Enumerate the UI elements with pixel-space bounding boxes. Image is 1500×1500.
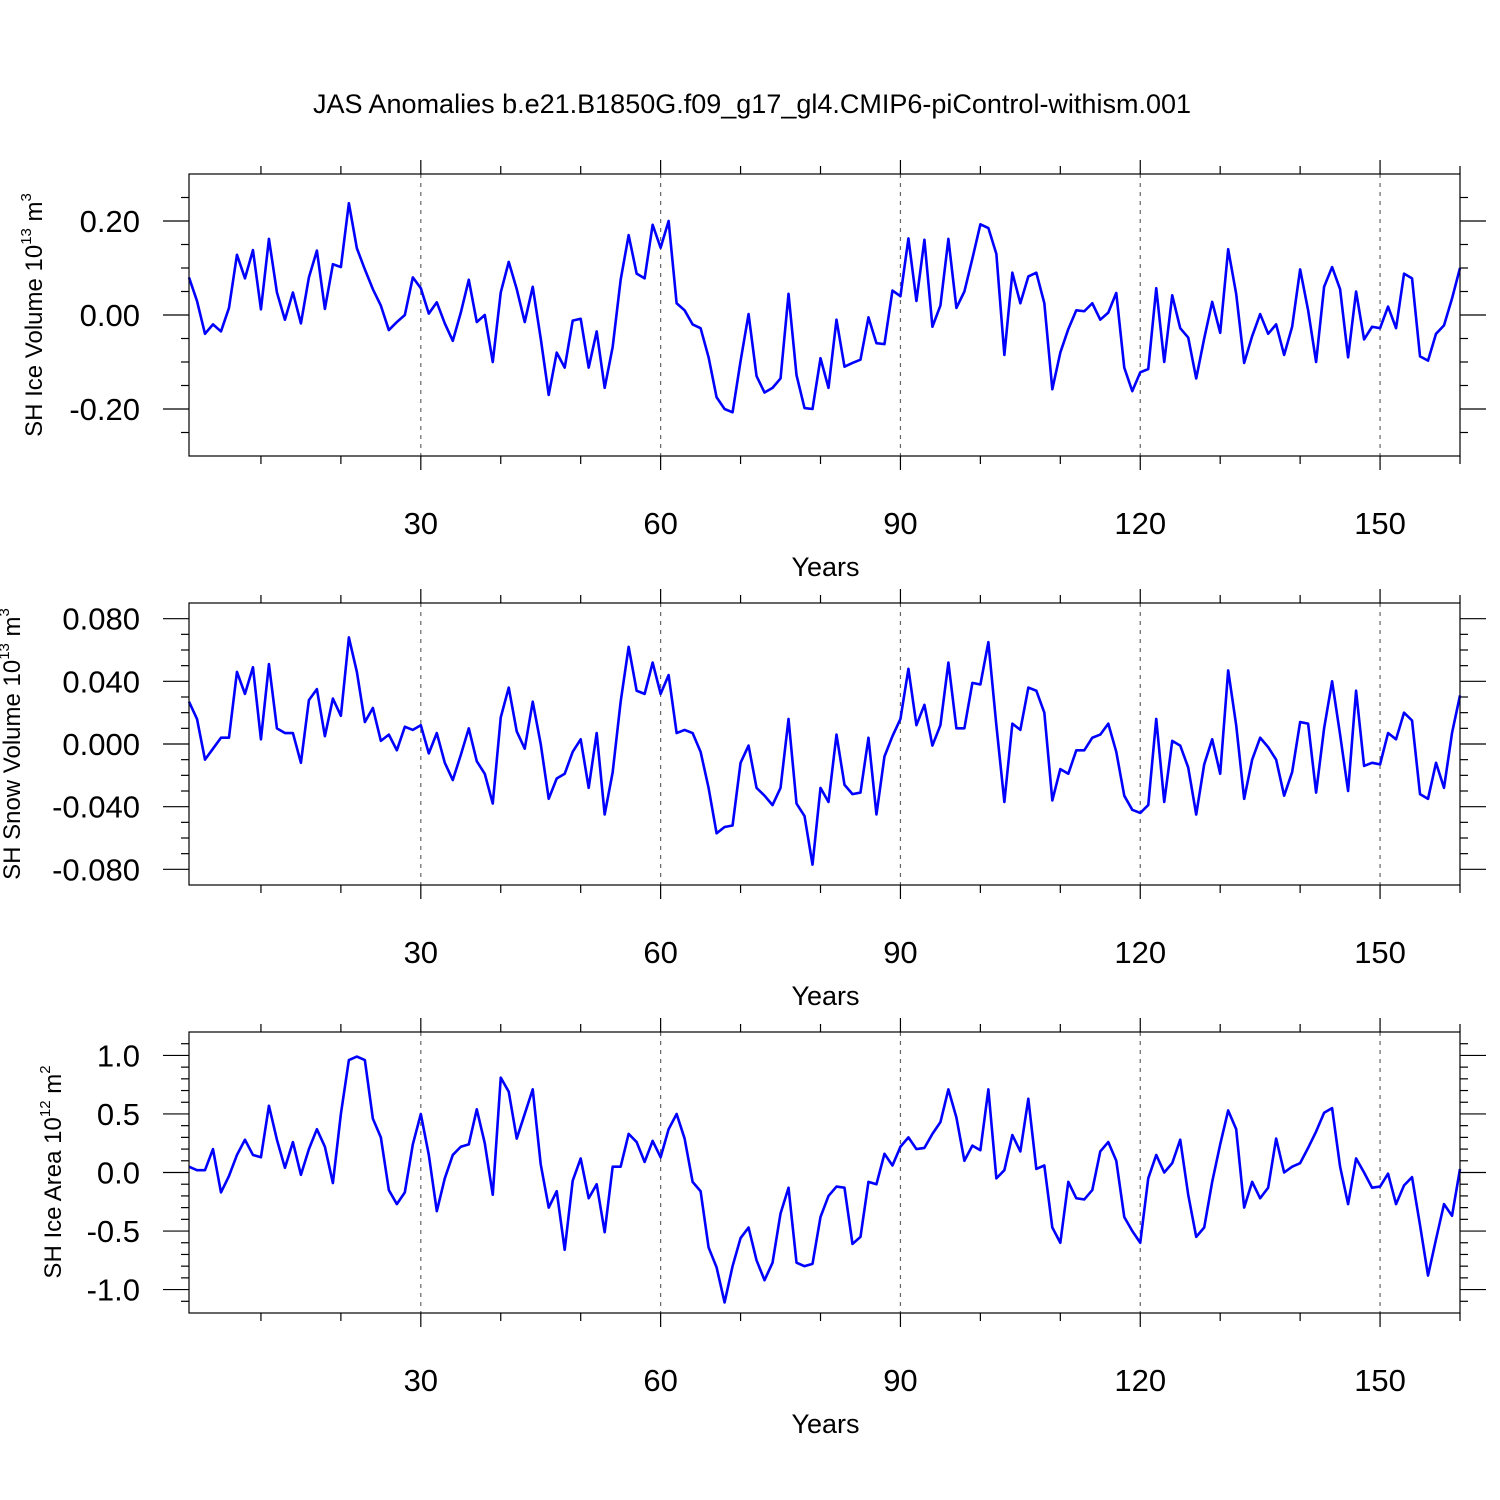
x-tick-label: 60 [643,1363,677,1398]
x-axis-label: Years [791,1409,859,1439]
y-tick-label: 0.000 [62,727,140,762]
y-tick-label: 0.5 [97,1097,140,1132]
x-tick-label: 150 [1354,935,1406,970]
x-tick-label: 60 [643,506,677,541]
y-tick-label: -0.20 [69,392,140,427]
x-axis-label: Years [791,981,859,1011]
x-tick-label: 30 [404,935,438,970]
y-tick-label: 0.0 [97,1156,140,1191]
chart-panel-1: 30 60 90 120 150 -0.20 0.00 0.20 Years SH Ice Vol… [18,160,1486,582]
y-tick-label: 0.080 [62,602,140,637]
y-tick-label: -1.0 [87,1273,140,1308]
series-line [188,1055,1462,1304]
x-tick-label: 90 [883,1363,917,1398]
y-tick-label: -0.040 [52,790,140,825]
x-axis-label: Years [791,552,859,582]
x-tick-label: 120 [1114,935,1166,970]
y-tick-label: 0.20 [80,204,140,239]
x-tick-label: 60 [643,935,677,970]
x-tick-label: 90 [883,506,917,541]
chart-panel-3: 30 60 90 120 150 -1.0 -0.5 0.0 0.5 1.0 Years SH Ice… [37,1018,1486,1439]
x-tick-label: 90 [883,935,917,970]
y-tick-label: 0.040 [62,664,140,699]
x-tick-label: 30 [404,1363,438,1398]
y-axis-label: SH Snow Volume 1013 m3 [0,608,26,880]
figure-title: JAS Anomalies b.e21.B1850G.f09_g17_gl4.C… [313,89,1191,119]
plot-frame [188,1031,1461,1314]
y-tick-label: 0.00 [80,298,140,333]
x-tick-label: 150 [1354,506,1406,541]
x-tick-label: 120 [1114,506,1166,541]
y-tick-label: -0.080 [52,852,140,887]
x-tick-label: 120 [1114,1363,1166,1398]
plot-frame [188,602,1461,886]
plot-frame [188,173,1461,457]
y-axis-label: SH Ice Area 1012 m2 [37,1065,67,1278]
series-line [187,636,1462,866]
y-axis-label: SH Ice Volume 1013 m3 [18,193,48,437]
series-line [187,201,1462,414]
panels: 30 60 90 120 150 -0.20 0.00 0.20 Years SH Ice Vol… [0,160,1486,1439]
y-tick-label: -0.5 [87,1214,140,1249]
x-tick-label: 150 [1354,1363,1406,1398]
x-tick-label: 30 [404,506,438,541]
chart-panel-2: 30 60 90 120 150 -0.080 -0.040 0.000 0.040 0.080 Y… [0,589,1486,1011]
y-tick-label: 1.0 [97,1038,140,1073]
